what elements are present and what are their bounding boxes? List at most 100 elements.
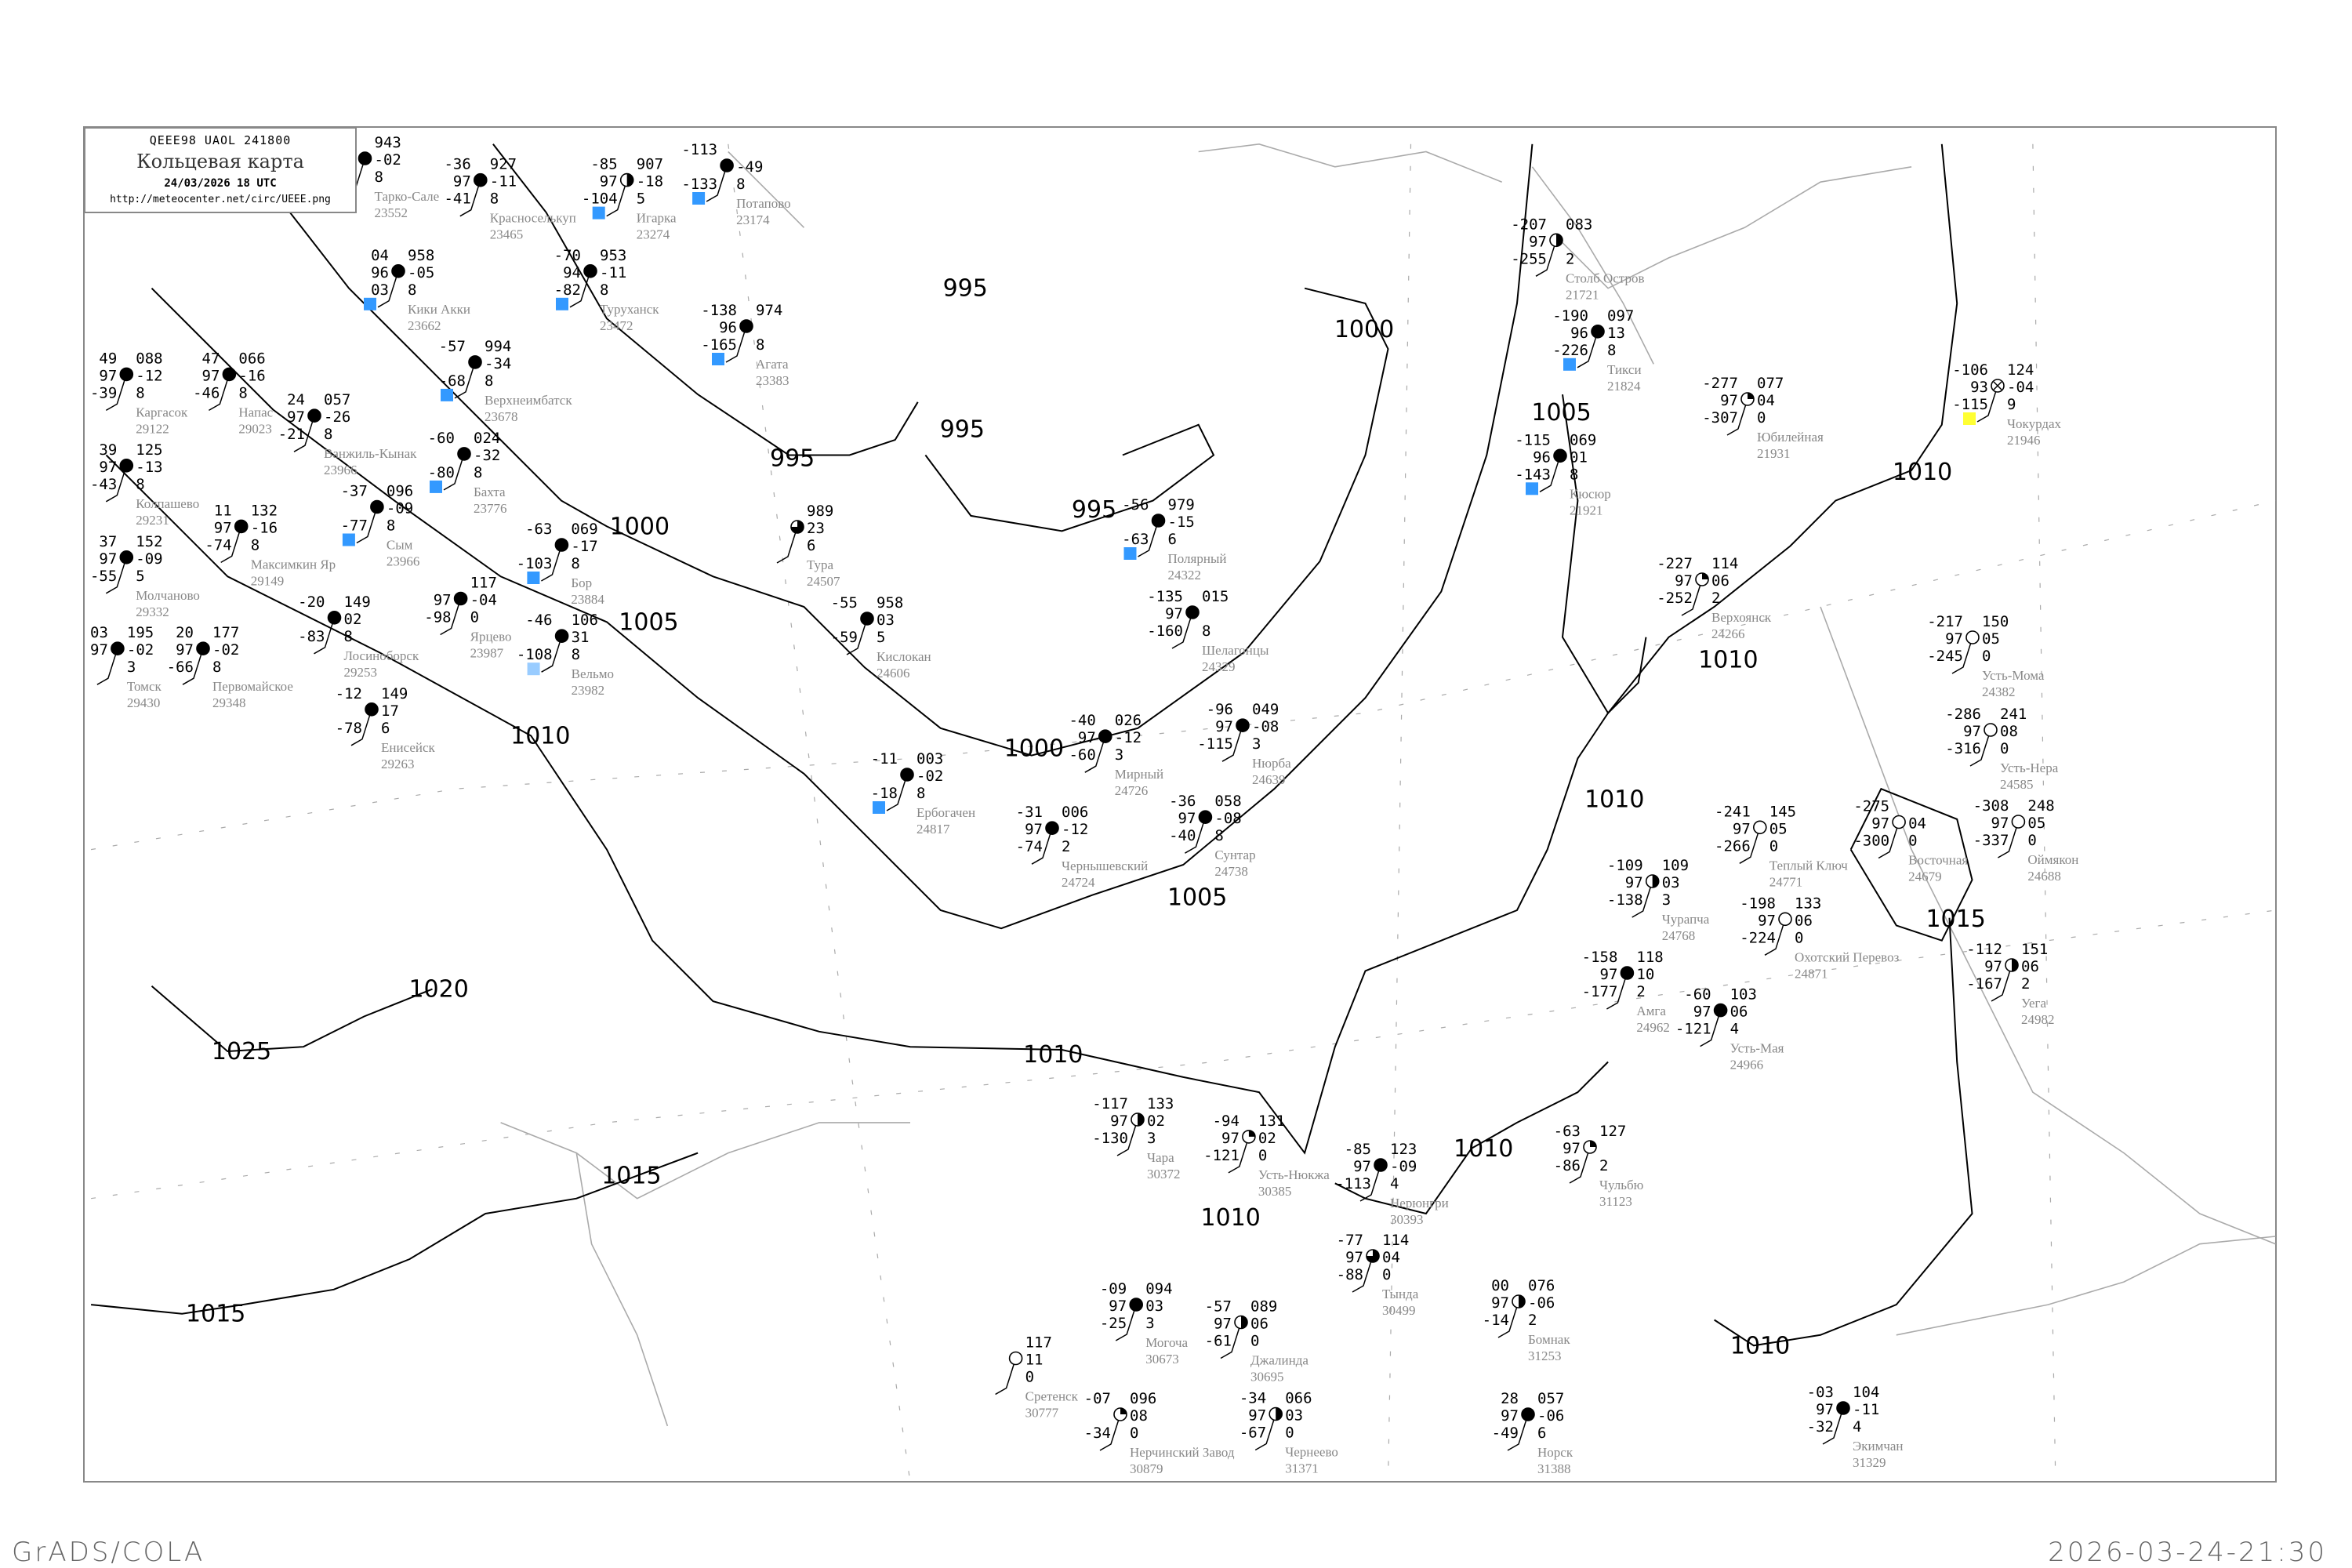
cloud-code: 0: [1757, 409, 1766, 426]
dew-point: -46: [193, 384, 220, 401]
station-24817[interactable]: -11 -18 003-028 Ербогачен 24817: [871, 750, 975, 837]
pressure-tendency: -12: [136, 367, 162, 384]
wind-barb-icon: [350, 709, 372, 746]
wind-barb-icon: [541, 635, 563, 673]
source-url[interactable]: http://meteocenter.net/circ/UEEE.png: [110, 194, 331, 205]
air-temperature: 39: [99, 441, 117, 459]
cloud-half-icon: [1276, 1407, 1283, 1421]
station-24322[interactable]: -56 -63 979-156 Полярный 24322: [1122, 496, 1226, 583]
visibility: 97: [176, 641, 194, 659]
visibility: 96: [1570, 325, 1588, 342]
pressure: 994: [485, 338, 511, 355]
dew-point: -80: [428, 464, 455, 481]
station-23776[interactable]: -60 -80 024-328 Бахта 23776: [428, 430, 507, 516]
pressure: 124: [2007, 361, 2034, 379]
dew-point: -133: [681, 176, 717, 193]
isobar-label: 1010: [1893, 459, 1952, 486]
station-name: Восточная: [1908, 853, 1968, 868]
pressure: 131: [1258, 1112, 1285, 1130]
cloud-code: 8: [736, 176, 745, 193]
visibility: 93: [1970, 379, 1988, 396]
isobar-line: [1714, 917, 1973, 1347]
cloud-cover-icon: [1008, 1351, 1023, 1366]
station-index: 30372: [1147, 1167, 1181, 1181]
cloud-cover-icon: [1151, 514, 1166, 528]
air-temperature: -308: [1973, 797, 2009, 815]
station-name: Чокурдах: [2007, 416, 2062, 431]
station-name: Кюсюр: [1570, 486, 1611, 501]
cloud-cover-icon: [1236, 718, 1250, 733]
station-index: 31253: [1528, 1348, 1562, 1363]
visibility: 94: [563, 264, 581, 281]
air-temperature: -96: [1207, 701, 1233, 718]
isobar-label: 1010: [1201, 1204, 1261, 1232]
pressure-tendency: -34: [485, 355, 511, 372]
cloud-code: 8: [324, 426, 332, 443]
station-23884[interactable]: -63 -103 069-178 Бор 23884: [517, 521, 605, 607]
air-temperature: -63: [525, 521, 552, 538]
station-index: 21946: [2007, 433, 2041, 448]
station-name: Нерюнгри: [1390, 1196, 1449, 1210]
dew-point: -121: [1203, 1147, 1240, 1164]
wind-barb-icon: [569, 270, 591, 308]
station-23987[interactable]: 97-98 117-040 Ярцево 23987: [424, 575, 511, 661]
